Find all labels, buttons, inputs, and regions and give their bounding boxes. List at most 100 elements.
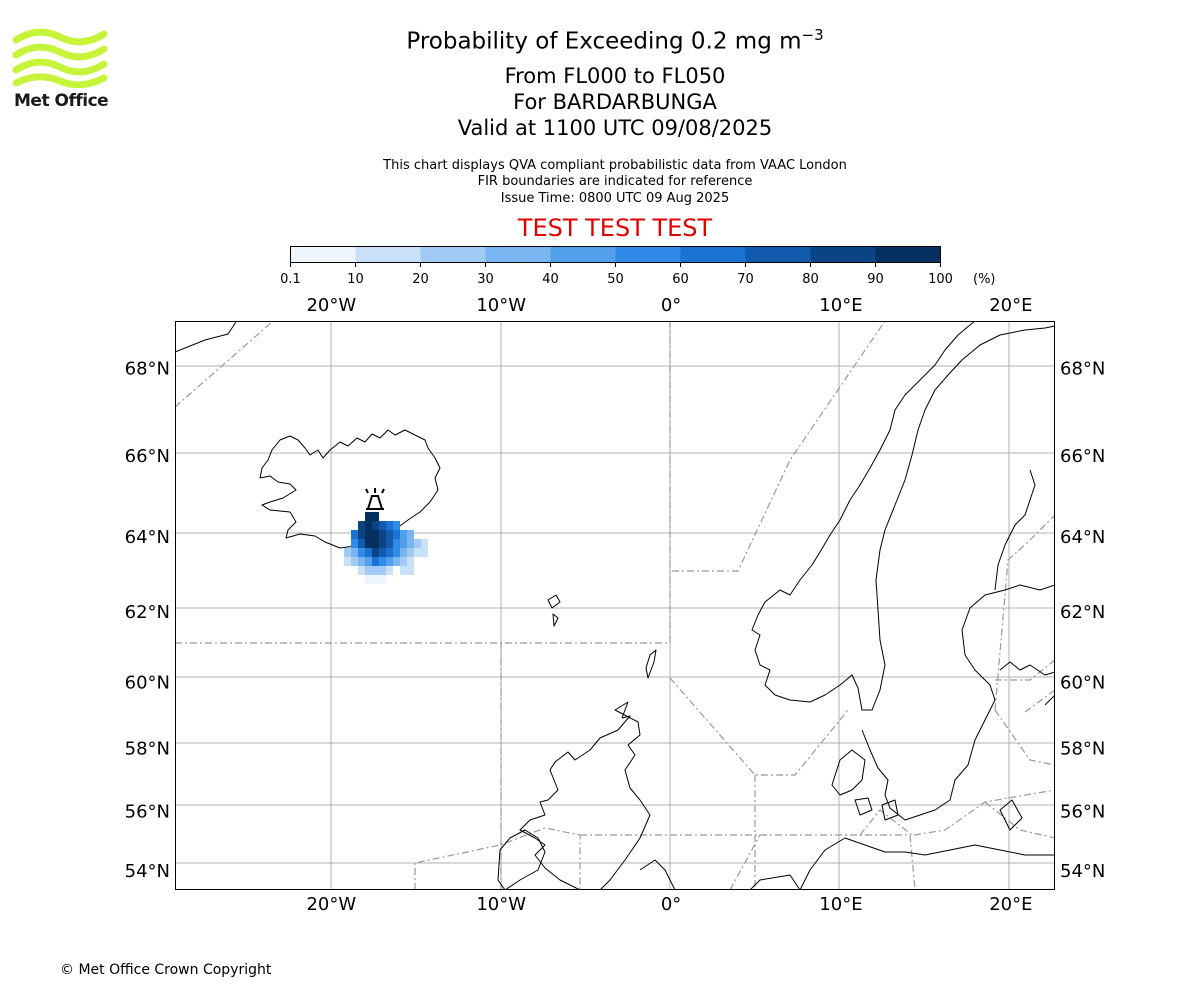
colorbar-tick-label: 60: [672, 272, 689, 287]
colorbar-unit: (%): [973, 272, 996, 287]
probability-cell: [365, 521, 372, 530]
lat-label-right: 60°N: [1060, 672, 1105, 693]
lat-label-right: 54°N: [1060, 861, 1105, 882]
probability-cell: [407, 530, 414, 539]
colorbar-tick-label: 0.1: [280, 272, 301, 287]
lat-label-right: 56°N: [1060, 801, 1105, 822]
colorbar-tick-label: 30: [477, 272, 494, 287]
probability-cell: [400, 548, 407, 557]
probability-cell: [372, 566, 379, 575]
lon-label-bottom: 10°E: [819, 894, 862, 915]
lat-label-left: 62°N: [125, 602, 170, 623]
probability-cell: [407, 548, 414, 557]
colorbar-cell: [355, 246, 421, 263]
fir-boundaries: [175, 321, 1055, 890]
probability-cell: [358, 557, 365, 566]
colorbar-tick-label: 90: [867, 272, 884, 287]
probability-cell: [358, 521, 365, 530]
probability-cell: [400, 557, 407, 566]
colorbar-cell: [745, 246, 811, 263]
probability-cell: [379, 530, 386, 539]
valid-time: Valid at 1100 UTC 09/08/2025: [457, 116, 773, 140]
probability-cell: [351, 557, 358, 566]
lat-label-left: 68°N: [125, 359, 170, 380]
probability-cell: [379, 548, 386, 557]
lon-label-bottom: 0°: [661, 894, 681, 915]
probability-cell: [379, 575, 386, 584]
probability-cell: [386, 530, 393, 539]
coastlines: [175, 321, 1055, 890]
colorbar-cell: [875, 246, 941, 263]
probability-cell: [379, 539, 386, 548]
colorbar-cell: [810, 246, 876, 263]
probability-cell: [358, 539, 365, 548]
probability-cell: [358, 566, 365, 575]
probability-cell: [393, 521, 400, 530]
probability-cell: [365, 512, 372, 521]
probability-cell: [393, 539, 400, 548]
probability-cell: [400, 539, 407, 548]
lat-label-left: 54°N: [125, 861, 170, 882]
colorbar-cell: [290, 246, 356, 263]
probability-cell: [393, 530, 400, 539]
lat-label-right: 58°N: [1060, 739, 1105, 760]
colorbar-cell: [485, 246, 551, 263]
lon-label-bottom: 20°E: [989, 894, 1032, 915]
probability-cell: [400, 530, 407, 539]
probability-cell: [386, 539, 393, 548]
lon-label-top: 10°W: [476, 295, 526, 316]
probability-cell: [372, 512, 379, 521]
lat-label-left: 60°N: [125, 672, 170, 693]
probability-cell: [372, 530, 379, 539]
probability-cell: [365, 557, 372, 566]
probability-cell: [407, 539, 414, 548]
probability-cell: [365, 539, 372, 548]
probability-cell: [365, 566, 372, 575]
lon-label-bottom: 10°W: [476, 894, 526, 915]
probability-cell: [372, 575, 379, 584]
probability-cell: [407, 557, 414, 566]
colorbar-tick-label: 70: [737, 272, 754, 287]
volcano-name: For BARDARBUNGA: [513, 90, 717, 114]
probability-cell: [386, 521, 393, 530]
subtitle-line-3: Issue Time: 0800 UTC 09 Aug 2025: [500, 191, 730, 206]
probability-cell: [372, 539, 379, 548]
colorbar-tick-label: 40: [542, 272, 559, 287]
probability-cell: [365, 548, 372, 557]
colorbar-cell: [680, 246, 746, 263]
colorbar-tick-label: 20: [412, 272, 429, 287]
probability-cell: [386, 557, 393, 566]
probability-cell: [421, 548, 428, 557]
lat-label-left: 56°N: [125, 801, 170, 822]
probability-cell: [344, 548, 351, 557]
lat-label-right: 64°N: [1060, 527, 1105, 548]
lon-label-top: 0°: [661, 295, 681, 316]
copyright: © Met Office Crown Copyright: [60, 962, 272, 978]
volcano-icon: [365, 488, 385, 510]
lat-label-left: 64°N: [125, 527, 170, 548]
colorbar-cell: [550, 246, 616, 263]
probability-cell: [358, 530, 365, 539]
met-office-logo: [12, 28, 108, 88]
map: 20°W 20°W 10°W 10°W 0° 0° 10°E 10°E 20°E 20°E 68°N…: [125, 295, 1106, 915]
probability-cell: [393, 548, 400, 557]
colorbar: 0.1 10 20 30 40 50 60 70 80 90 100 (%): [280, 246, 996, 287]
lat-label-right: 68°N: [1060, 359, 1105, 380]
probability-cell: [351, 548, 358, 557]
map-frame: [175, 321, 1055, 890]
probability-cell: [407, 566, 414, 575]
probability-cell: [372, 557, 379, 566]
probability-cell: [400, 566, 407, 575]
probability-cell: [421, 539, 428, 548]
logo-text: Met Office: [14, 91, 109, 111]
test-banner: TEST TEST TEST: [517, 214, 713, 242]
lat-label-right: 66°N: [1060, 446, 1105, 467]
colorbar-tick-label: 50: [607, 272, 624, 287]
probability-cell: [365, 530, 372, 539]
colorbar-tick-label: 80: [802, 272, 819, 287]
probability-cell: [379, 566, 386, 575]
colorbar-tick-label: 100: [928, 272, 953, 287]
lon-label-top: 20°E: [989, 295, 1032, 316]
probability-cell: [372, 521, 379, 530]
lat-label-left: 66°N: [125, 446, 170, 467]
